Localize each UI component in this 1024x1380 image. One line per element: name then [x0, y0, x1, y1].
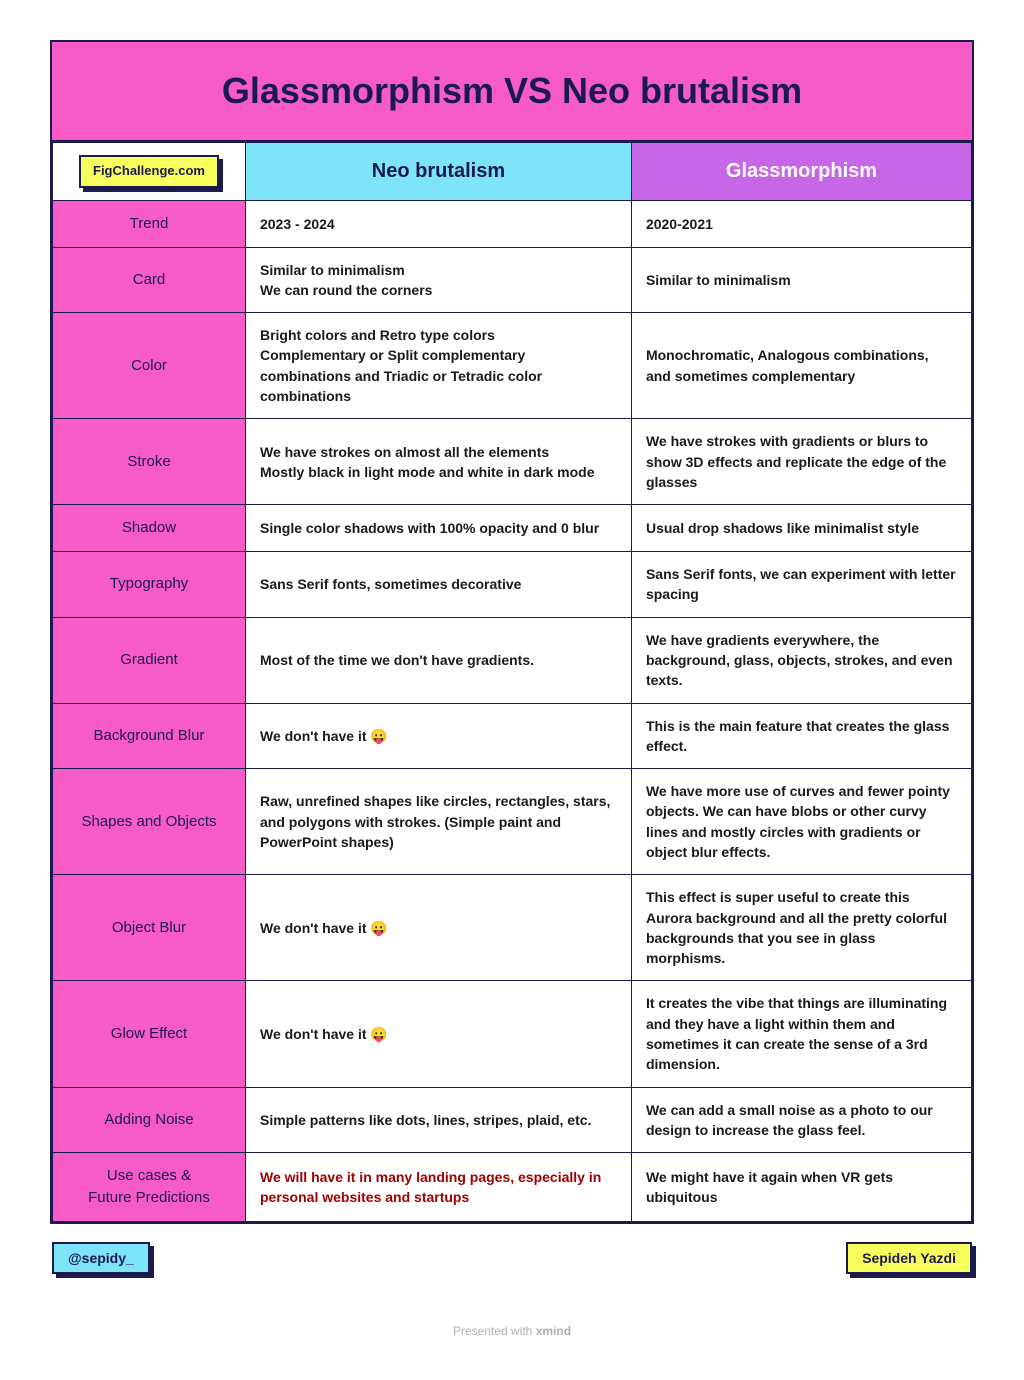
- neo-brutalism-cell: We have strokes on almost all the elemen…: [245, 419, 631, 505]
- footer-row: @sepidy_ Sepideh Yazdi: [50, 1242, 974, 1274]
- column-neo-brutalism-header: Neo brutalism: [245, 143, 631, 201]
- neo-brutalism-cell: Similar to minimalism We can round the c…: [245, 247, 631, 313]
- glassmorphism-cell: Monochromatic, Analogous combinations, a…: [631, 313, 971, 419]
- table-row: Trend2023 - 20242020-2021: [53, 200, 972, 247]
- glassmorphism-cell: This is the main feature that creates th…: [631, 703, 971, 769]
- table-row: Glow EffectWe don't have it 😛It creates …: [53, 981, 972, 1087]
- row-label: Shadow: [53, 505, 246, 552]
- row-label: Object Blur: [53, 875, 246, 981]
- glassmorphism-cell: We might have it again when VR gets ubiq…: [631, 1153, 971, 1222]
- glassmorphism-cell: It creates the vibe that things are illu…: [631, 981, 971, 1087]
- table-row: ColorBright colors and Retro type colors…: [53, 313, 972, 419]
- table-row: Background BlurWe don't have it 😛This is…: [53, 703, 972, 769]
- row-label: Stroke: [53, 419, 246, 505]
- neo-brutalism-cell: Sans Serif fonts, sometimes decorative: [245, 552, 631, 618]
- presented-prefix: Presented with: [453, 1324, 536, 1338]
- glassmorphism-cell: We have gradients everywhere, the backgr…: [631, 617, 971, 703]
- glassmorphism-cell: We have strokes with gradients or blurs …: [631, 419, 971, 505]
- row-label: Use cases & Future Predictions: [53, 1153, 246, 1222]
- neo-brutalism-cell: Bright colors and Retro type colors Comp…: [245, 313, 631, 419]
- table-row: GradientMost of the time we don't have g…: [53, 617, 972, 703]
- author-handle-badge[interactable]: @sepidy_: [52, 1242, 150, 1274]
- neo-brutalism-cell: Single color shadows with 100% opacity a…: [245, 505, 631, 552]
- comparison-container: Glassmorphism VS Neo brutalism FigChalle…: [50, 40, 974, 1224]
- neo-brutalism-cell: Simple patterns like dots, lines, stripe…: [245, 1087, 631, 1153]
- table-row: Adding NoiseSimple patterns like dots, l…: [53, 1087, 972, 1153]
- row-label: Adding Noise: [53, 1087, 246, 1153]
- page-title: Glassmorphism VS Neo brutalism: [62, 70, 962, 112]
- glassmorphism-cell: Usual drop shadows like minimalist style: [631, 505, 971, 552]
- glassmorphism-cell: Sans Serif fonts, we can experiment with…: [631, 552, 971, 618]
- table-row: Use cases & Future PredictionsWe will ha…: [53, 1153, 972, 1222]
- glassmorphism-cell: 2020-2021: [631, 200, 971, 247]
- neo-brutalism-cell: We will have it in many landing pages, e…: [245, 1153, 631, 1222]
- table-row: Shapes and ObjectsRaw, unrefined shapes …: [53, 769, 972, 875]
- row-label: Color: [53, 313, 246, 419]
- glassmorphism-cell: This effect is super useful to create th…: [631, 875, 971, 981]
- neo-brutalism-cell: We don't have it 😛: [245, 981, 631, 1087]
- row-label: Typography: [53, 552, 246, 618]
- figchallenge-badge[interactable]: FigChallenge.com: [79, 155, 219, 188]
- glassmorphism-cell: We can add a small noise as a photo to o…: [631, 1087, 971, 1153]
- glassmorphism-cell: We have more use of curves and fewer poi…: [631, 769, 971, 875]
- table-body: Trend2023 - 20242020-2021CardSimilar to …: [53, 200, 972, 1221]
- row-label: Shapes and Objects: [53, 769, 246, 875]
- row-label: Card: [53, 247, 246, 313]
- neo-brutalism-cell: We don't have it 😛: [245, 875, 631, 981]
- title-bar: Glassmorphism VS Neo brutalism: [52, 42, 972, 142]
- column-label-header: FigChallenge.com: [53, 143, 246, 201]
- neo-brutalism-cell: We don't have it 😛: [245, 703, 631, 769]
- neo-brutalism-cell: Most of the time we don't have gradients…: [245, 617, 631, 703]
- column-glassmorphism-header: Glassmorphism: [631, 143, 971, 201]
- row-label: Background Blur: [53, 703, 246, 769]
- author-name-badge[interactable]: Sepideh Yazdi: [846, 1242, 972, 1274]
- table-row: ShadowSingle color shadows with 100% opa…: [53, 505, 972, 552]
- comparison-table: FigChallenge.com Neo brutalism Glassmorp…: [52, 142, 972, 1222]
- table-row: CardSimilar to minimalism We can round t…: [53, 247, 972, 313]
- row-label: Glow Effect: [53, 981, 246, 1087]
- neo-brutalism-cell: 2023 - 2024: [245, 200, 631, 247]
- presented-brand: xmind: [536, 1324, 571, 1338]
- table-row: Object BlurWe don't have it 😛This effect…: [53, 875, 972, 981]
- table-header-row: FigChallenge.com Neo brutalism Glassmorp…: [53, 143, 972, 201]
- row-label: Gradient: [53, 617, 246, 703]
- table-row: TypographySans Serif fonts, sometimes de…: [53, 552, 972, 618]
- row-label: Trend: [53, 200, 246, 247]
- table-row: StrokeWe have strokes on almost all the …: [53, 419, 972, 505]
- neo-brutalism-cell: Raw, unrefined shapes like circles, rect…: [245, 769, 631, 875]
- glassmorphism-cell: Similar to minimalism: [631, 247, 971, 313]
- presented-with: Presented with xmind: [50, 1324, 974, 1338]
